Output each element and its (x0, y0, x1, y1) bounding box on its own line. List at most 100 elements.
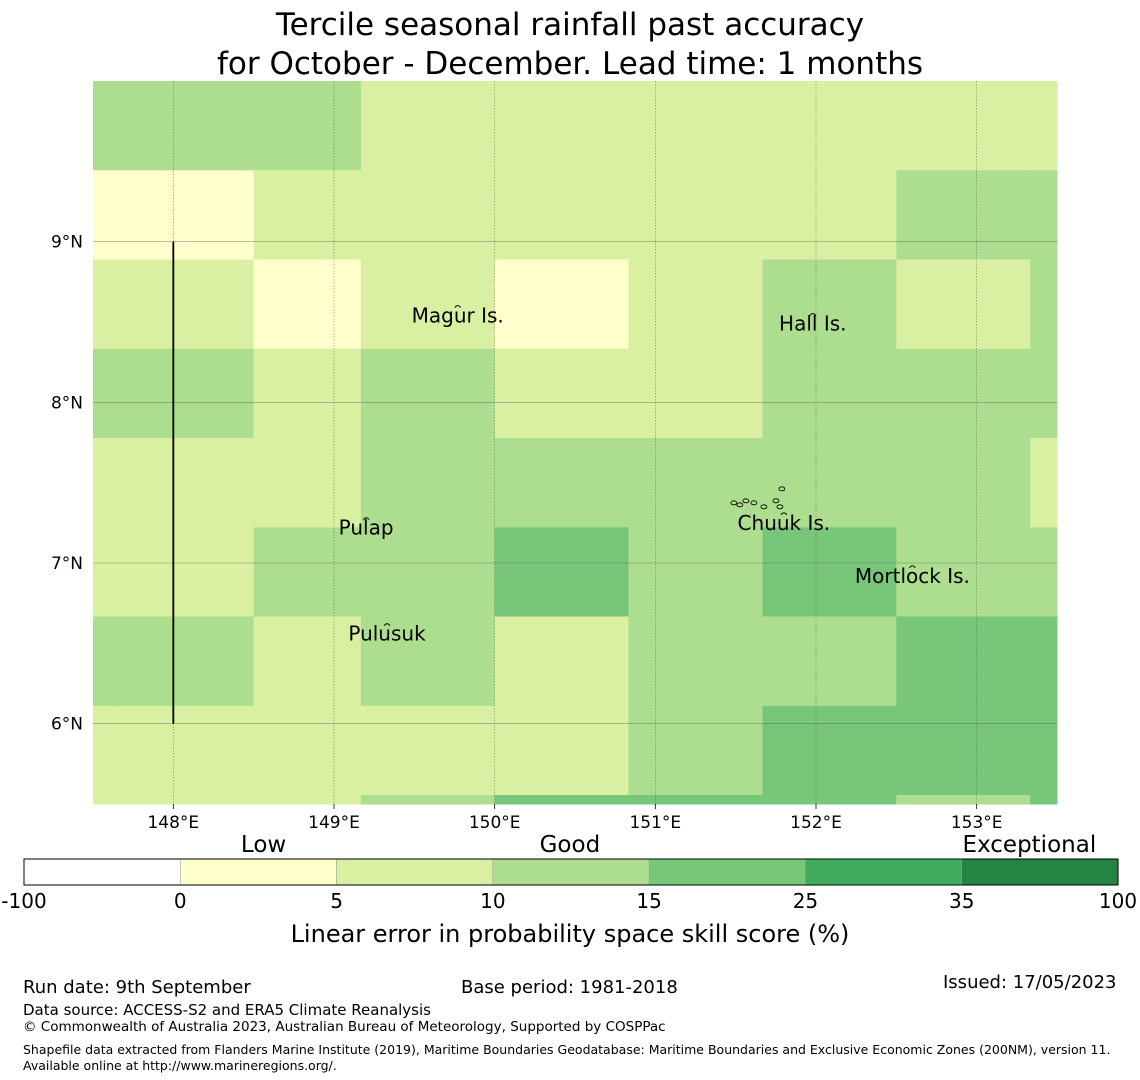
grid-cell (253, 527, 362, 618)
grid-cell (494, 616, 630, 707)
grid-cell (762, 348, 897, 439)
rainfall-accuracy-map: Magur Is. Hall Is. Pulap Chuuk Is. Mortlock … (51, 81, 1058, 830)
grid-cell (93, 259, 121, 350)
islet-outline (772, 498, 780, 504)
colorbar-bin (648, 858, 806, 886)
grid-cell (119, 527, 255, 618)
grid-cell (119, 81, 255, 171)
grid-cell (360, 348, 496, 439)
y-tick-label: 7°N (51, 554, 83, 574)
colorbar-border (23, 858, 1119, 886)
grid-cell (762, 527, 897, 618)
grid-cell (762, 616, 897, 707)
grid-cell (119, 348, 255, 439)
grid-cell (896, 616, 1031, 707)
grid-cell (494, 170, 630, 261)
grid-cell (253, 705, 362, 796)
grid-cell (93, 795, 121, 805)
grid-cell (494, 259, 630, 350)
skill-score-grid (93, 81, 1058, 805)
grid-cell (253, 81, 362, 171)
grid-cell (1030, 259, 1058, 350)
grid-cell (119, 438, 255, 528)
islet-outline (776, 504, 784, 510)
grid-cell (360, 170, 496, 261)
y-tick-label: 9°N (51, 233, 83, 253)
copyright-notice: © Commonwealth of Australia 2023, Austra… (23, 1019, 666, 1035)
colorbar-tick-label: 15 (636, 889, 662, 913)
category-label: Good (539, 832, 601, 858)
grid-cell (896, 795, 1031, 805)
grid-cell (119, 795, 255, 805)
grid-cell (896, 259, 1031, 350)
island-label: Pulusuk (348, 622, 426, 646)
colorbar-tick-label: 100 (1098, 889, 1138, 913)
grid-cell (1030, 527, 1058, 618)
grid-cell (93, 81, 121, 171)
grid-cell (360, 438, 496, 528)
islet-outline (736, 502, 744, 508)
x-tick-label: 149°E (308, 813, 360, 830)
grid-cell (494, 795, 630, 805)
grid-cell (1030, 705, 1058, 796)
grid-cell (93, 170, 121, 261)
colorbar-bin (492, 858, 650, 886)
run-date: Run date: 9th September (23, 977, 251, 998)
grid-cell (628, 81, 763, 171)
grid-cell (628, 170, 763, 261)
x-tick-label: 150°E (469, 813, 521, 830)
grid-cell (896, 705, 1031, 796)
colorbar-tick-label: 5 (330, 889, 343, 913)
grid-cell (628, 438, 763, 528)
grid-cell (93, 438, 121, 528)
grid-cell (253, 795, 362, 805)
grid-cell (253, 438, 362, 528)
grid-cell (896, 527, 1031, 618)
grid-cell (93, 348, 121, 439)
colorbar-tick-label: 0 (173, 889, 187, 913)
grid-cell (1030, 438, 1058, 528)
grid-cell (1030, 616, 1058, 707)
grid-cell (119, 705, 255, 796)
data-source: Data source: ACCESS-S2 and ERA5 Climate … (23, 1001, 431, 1019)
base-period: Base period: 1981-2018 (461, 977, 678, 998)
grid-cell (360, 527, 496, 618)
grid-cell (628, 616, 763, 707)
grid-cell (119, 170, 255, 261)
island-layer: Magur Is. Hall Is. Pulap Chuuk Is. Mortlock … (339, 304, 970, 646)
colorbar-bin (180, 858, 337, 886)
grid-cell (253, 348, 362, 439)
island-label: Hall Is. (779, 312, 846, 336)
colorbar-title: Linear error in probability space skill … (290, 920, 850, 948)
grid-cell (93, 616, 121, 707)
grid-cell (628, 348, 763, 439)
map-title-line-2: for October - December. Lead time: 1 mon… (216, 46, 924, 82)
grid-cell (93, 705, 121, 796)
x-tick-label: 148°E (147, 813, 199, 830)
grid-cell (762, 259, 897, 350)
colorbar-tick-label: 35 (948, 889, 975, 913)
grid-cell (896, 81, 1031, 171)
grid-cell (494, 348, 630, 439)
grid-cell (762, 170, 897, 261)
grid-cell (253, 259, 362, 350)
grid-cell (628, 795, 763, 805)
grid-cell (896, 348, 1031, 439)
grid-cell (762, 705, 897, 796)
colorbar-tick-label: 25 (792, 889, 819, 913)
grid-cell (1030, 348, 1058, 439)
grid-cell (1030, 795, 1058, 805)
colorbar-bin (961, 858, 1119, 886)
grid-cell (628, 259, 763, 350)
grid-cell (494, 705, 630, 796)
category-label: Exceptional (962, 832, 1097, 858)
grid-cell (93, 527, 121, 618)
island-outline (383, 623, 391, 626)
colorbar-bin (805, 858, 962, 886)
grid-cell (762, 795, 897, 805)
x-tick-label: 151°E (629, 813, 681, 830)
island-label: Mortlock Is. (855, 564, 970, 588)
shapefile-credit: Shapefile data extracted from Flanders M… (23, 1042, 1111, 1073)
grid-cell (253, 616, 362, 707)
island-outline (909, 565, 916, 569)
